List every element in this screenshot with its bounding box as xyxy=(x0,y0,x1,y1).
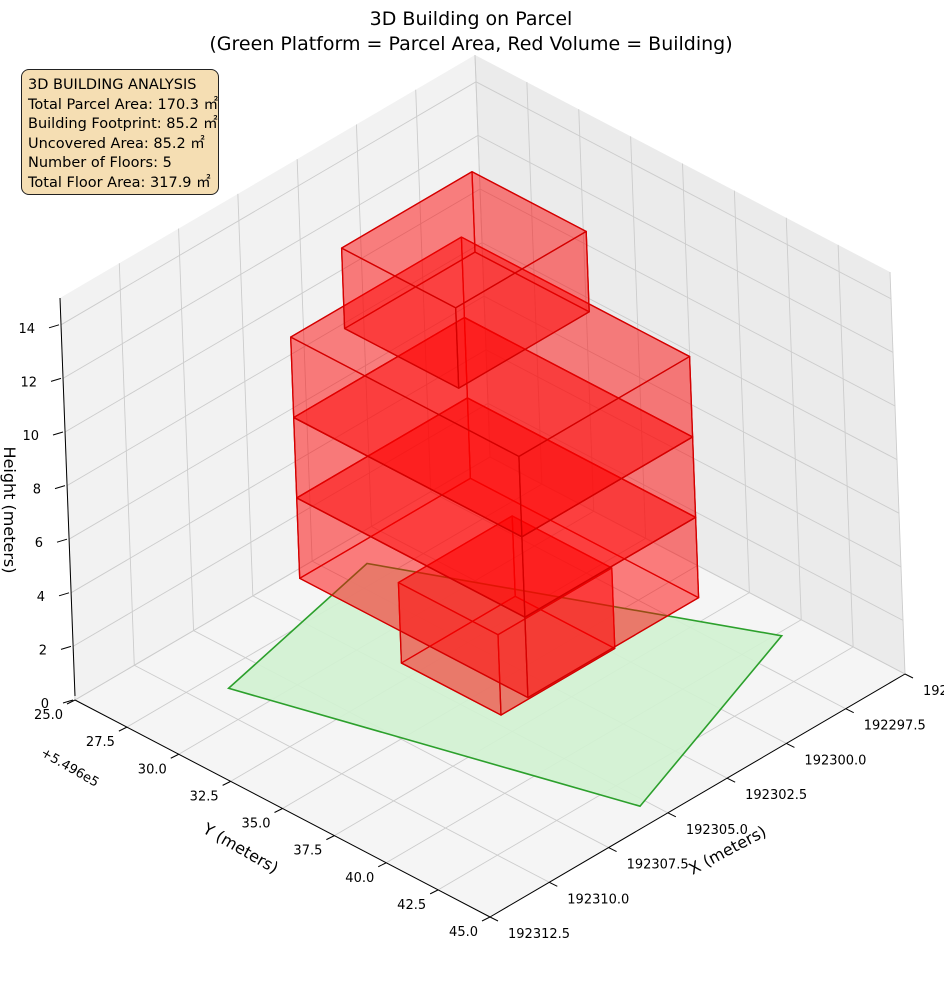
grid-line-z-left xyxy=(60,81,477,326)
z-tick xyxy=(62,699,74,704)
grid-line-y-wall xyxy=(630,136,647,539)
info-total-parcel-area: Total Parcel Area: 170.3 ㎡ xyxy=(28,96,219,113)
x-tick xyxy=(549,881,558,887)
building-floor-5 xyxy=(340,171,590,389)
y-tick xyxy=(274,808,283,813)
info-total-floor-area: Total Floor Area: 317.9 ㎡ xyxy=(28,174,211,191)
grid-line-x-wall xyxy=(296,159,313,562)
grid-line-y-wall xyxy=(837,244,854,647)
building-floor-4 xyxy=(290,236,694,538)
grid-line-y-wall xyxy=(889,271,906,675)
y-tick-label: 45.0 xyxy=(449,925,478,940)
z-tick-label: 10 xyxy=(22,429,39,444)
x-tick xyxy=(726,777,736,783)
x-tick-label: 192305.0 xyxy=(686,823,748,838)
grid-line-z-left xyxy=(66,242,483,486)
z-tick xyxy=(58,592,70,597)
y-tick xyxy=(66,699,76,705)
y-tick-label: 27.5 xyxy=(86,735,115,750)
z-axis-line xyxy=(59,297,76,697)
x-tick xyxy=(608,847,617,853)
x-tick xyxy=(489,916,499,922)
building-volume xyxy=(290,171,700,716)
y-tick xyxy=(326,835,335,841)
floor-face-top xyxy=(397,515,613,636)
y-tick-label: 35.0 xyxy=(242,817,271,832)
y-tick xyxy=(170,753,179,759)
grid-line-z-left xyxy=(62,135,479,379)
y-tick-label: 32.5 xyxy=(190,789,219,804)
info-building-footprint: Building Footprint: 85.2 ㎡ xyxy=(28,116,218,132)
x-tick-label: 192307.5 xyxy=(627,858,689,873)
chart-subtitle: (Green Platform = Parcel Area, Red Volum… xyxy=(209,33,732,55)
x-tick-label: 192297.5 xyxy=(864,719,926,734)
y-tick xyxy=(429,889,439,895)
z-tick-label: 4 xyxy=(37,590,45,605)
grid-line-z-left xyxy=(64,188,481,433)
floor-face-top xyxy=(340,171,587,309)
grid-line-z-right xyxy=(479,188,896,407)
y-tick-label: 30.0 xyxy=(138,762,167,777)
grid-line-z-left xyxy=(68,295,485,540)
z-tick-label: 14 xyxy=(18,322,35,337)
building-floor-1 xyxy=(397,515,616,716)
info-uncovered-area: Uncovered Area: 85.2 ㎡ xyxy=(28,135,205,152)
x-tick-label: 192310.0 xyxy=(567,892,629,907)
y-tick xyxy=(222,780,231,786)
x-axis-line xyxy=(489,673,906,918)
y-tick-label: 40.0 xyxy=(345,871,374,886)
z-tick xyxy=(48,324,60,329)
y-tick xyxy=(118,726,128,732)
y-tick xyxy=(378,862,387,868)
grid-line-z-left xyxy=(70,349,487,594)
x-tick-label: 192295.0 xyxy=(923,684,944,699)
z-axis-label: Height (meters) xyxy=(0,447,19,574)
chart-title: 3D Building on Parcel xyxy=(370,8,573,30)
z-tick xyxy=(56,538,68,543)
grid-line-x-wall xyxy=(355,124,372,527)
grid-line-z-right xyxy=(475,81,892,300)
y-offset-text: +5.496e5 xyxy=(38,745,101,790)
parcel-polygon xyxy=(226,562,784,808)
grid-line-z-right xyxy=(481,242,898,460)
y-tick-label: 37.5 xyxy=(293,844,322,859)
y-tick-label: 25.0 xyxy=(34,708,63,723)
z-tick-label: 6 xyxy=(35,536,43,551)
x-tick-label: 192312.5 xyxy=(508,927,570,942)
left-back-pane xyxy=(60,55,490,700)
y-tick-label: 42.5 xyxy=(397,898,426,913)
grid-line-x-wall xyxy=(237,193,254,596)
parcel-platform xyxy=(226,562,784,808)
z-tick-label: 8 xyxy=(33,483,41,498)
z-tick-label: 2 xyxy=(39,643,47,658)
grid-line-x-wall xyxy=(118,263,135,666)
info-number-of-floors: Number of Floors: 5 xyxy=(28,155,172,171)
x-tick-label: 192302.5 xyxy=(745,788,807,803)
x-tick xyxy=(667,812,677,818)
x-tick xyxy=(904,673,914,679)
x-tick xyxy=(786,742,795,748)
z-tick-label: 0 xyxy=(41,697,49,712)
x-tick xyxy=(845,708,854,714)
info-heading: 3D BUILDING ANALYSIS xyxy=(28,77,197,93)
y-tick xyxy=(481,916,491,922)
grid-line-z-right xyxy=(477,135,894,353)
z-tick xyxy=(52,431,64,436)
z-tick-label: 12 xyxy=(20,375,37,390)
building-floor-3 xyxy=(293,316,697,618)
z-tick xyxy=(50,377,62,382)
floor-face-top xyxy=(290,236,691,458)
z-tick xyxy=(60,645,72,650)
grid-line-y-wall xyxy=(785,217,802,620)
grid-line-z-left xyxy=(72,403,489,647)
grid-line-z-left xyxy=(74,456,491,701)
analysis-info-box: 3D BUILDING ANALYSIS Total Parcel Area: … xyxy=(21,69,219,195)
grid-line-y-wall xyxy=(733,190,750,593)
x-tick-label: 192300.0 xyxy=(804,753,866,768)
grid-line-x-wall xyxy=(178,228,195,631)
z-tick xyxy=(54,485,66,490)
